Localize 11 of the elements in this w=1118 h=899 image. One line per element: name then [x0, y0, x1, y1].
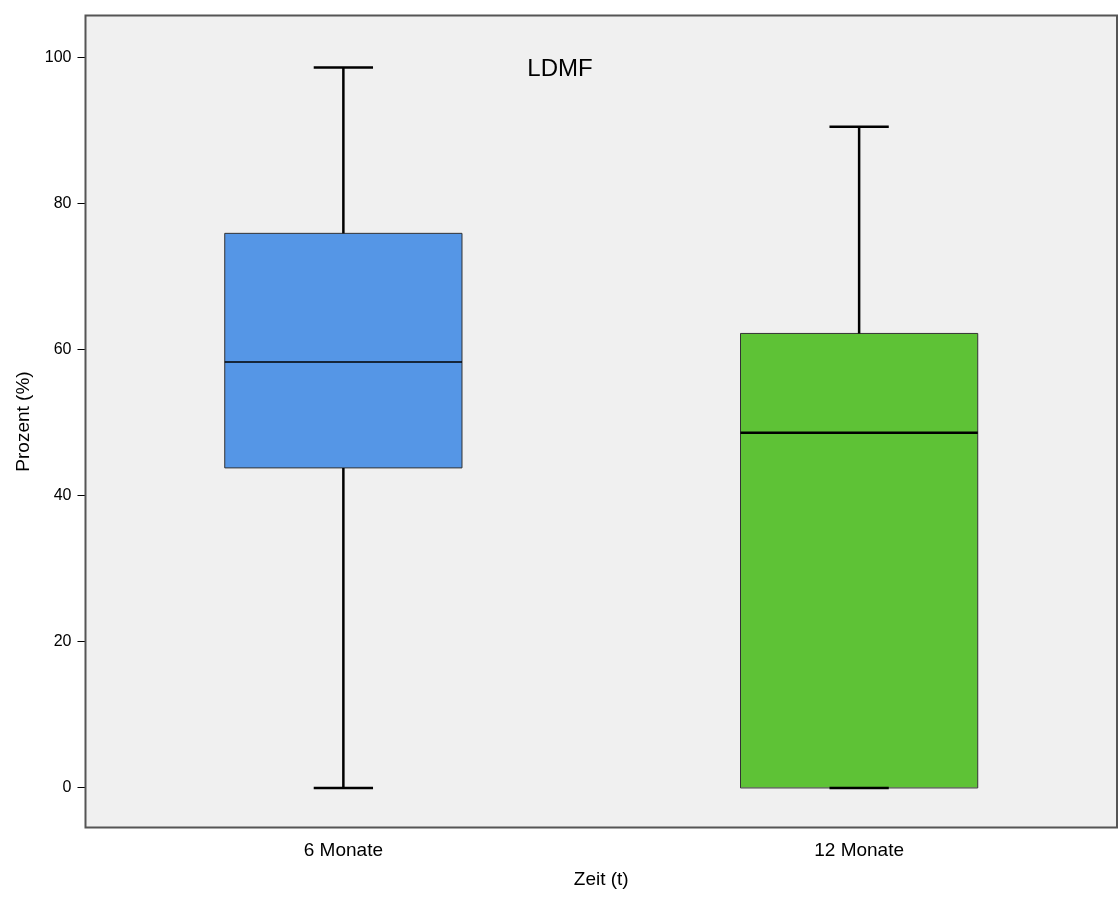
- text: LDMF: [527, 54, 593, 82]
- y-tick-label: 40: [53, 486, 72, 504]
- x-tick-label: 6 Monate: [303, 839, 383, 861]
- y-axis-title: Prozent (%): [11, 371, 33, 472]
- y-tick-label: 0: [62, 778, 72, 796]
- x-axis-title: Zeit (t): [573, 867, 629, 889]
- y-tick-label: 60: [53, 339, 72, 357]
- y-tick-label: 100: [44, 47, 72, 65]
- x-tick-label: 12 Monate: [814, 839, 905, 861]
- y-tick-label: 20: [53, 632, 72, 650]
- y-tick-label: 80: [53, 193, 72, 211]
